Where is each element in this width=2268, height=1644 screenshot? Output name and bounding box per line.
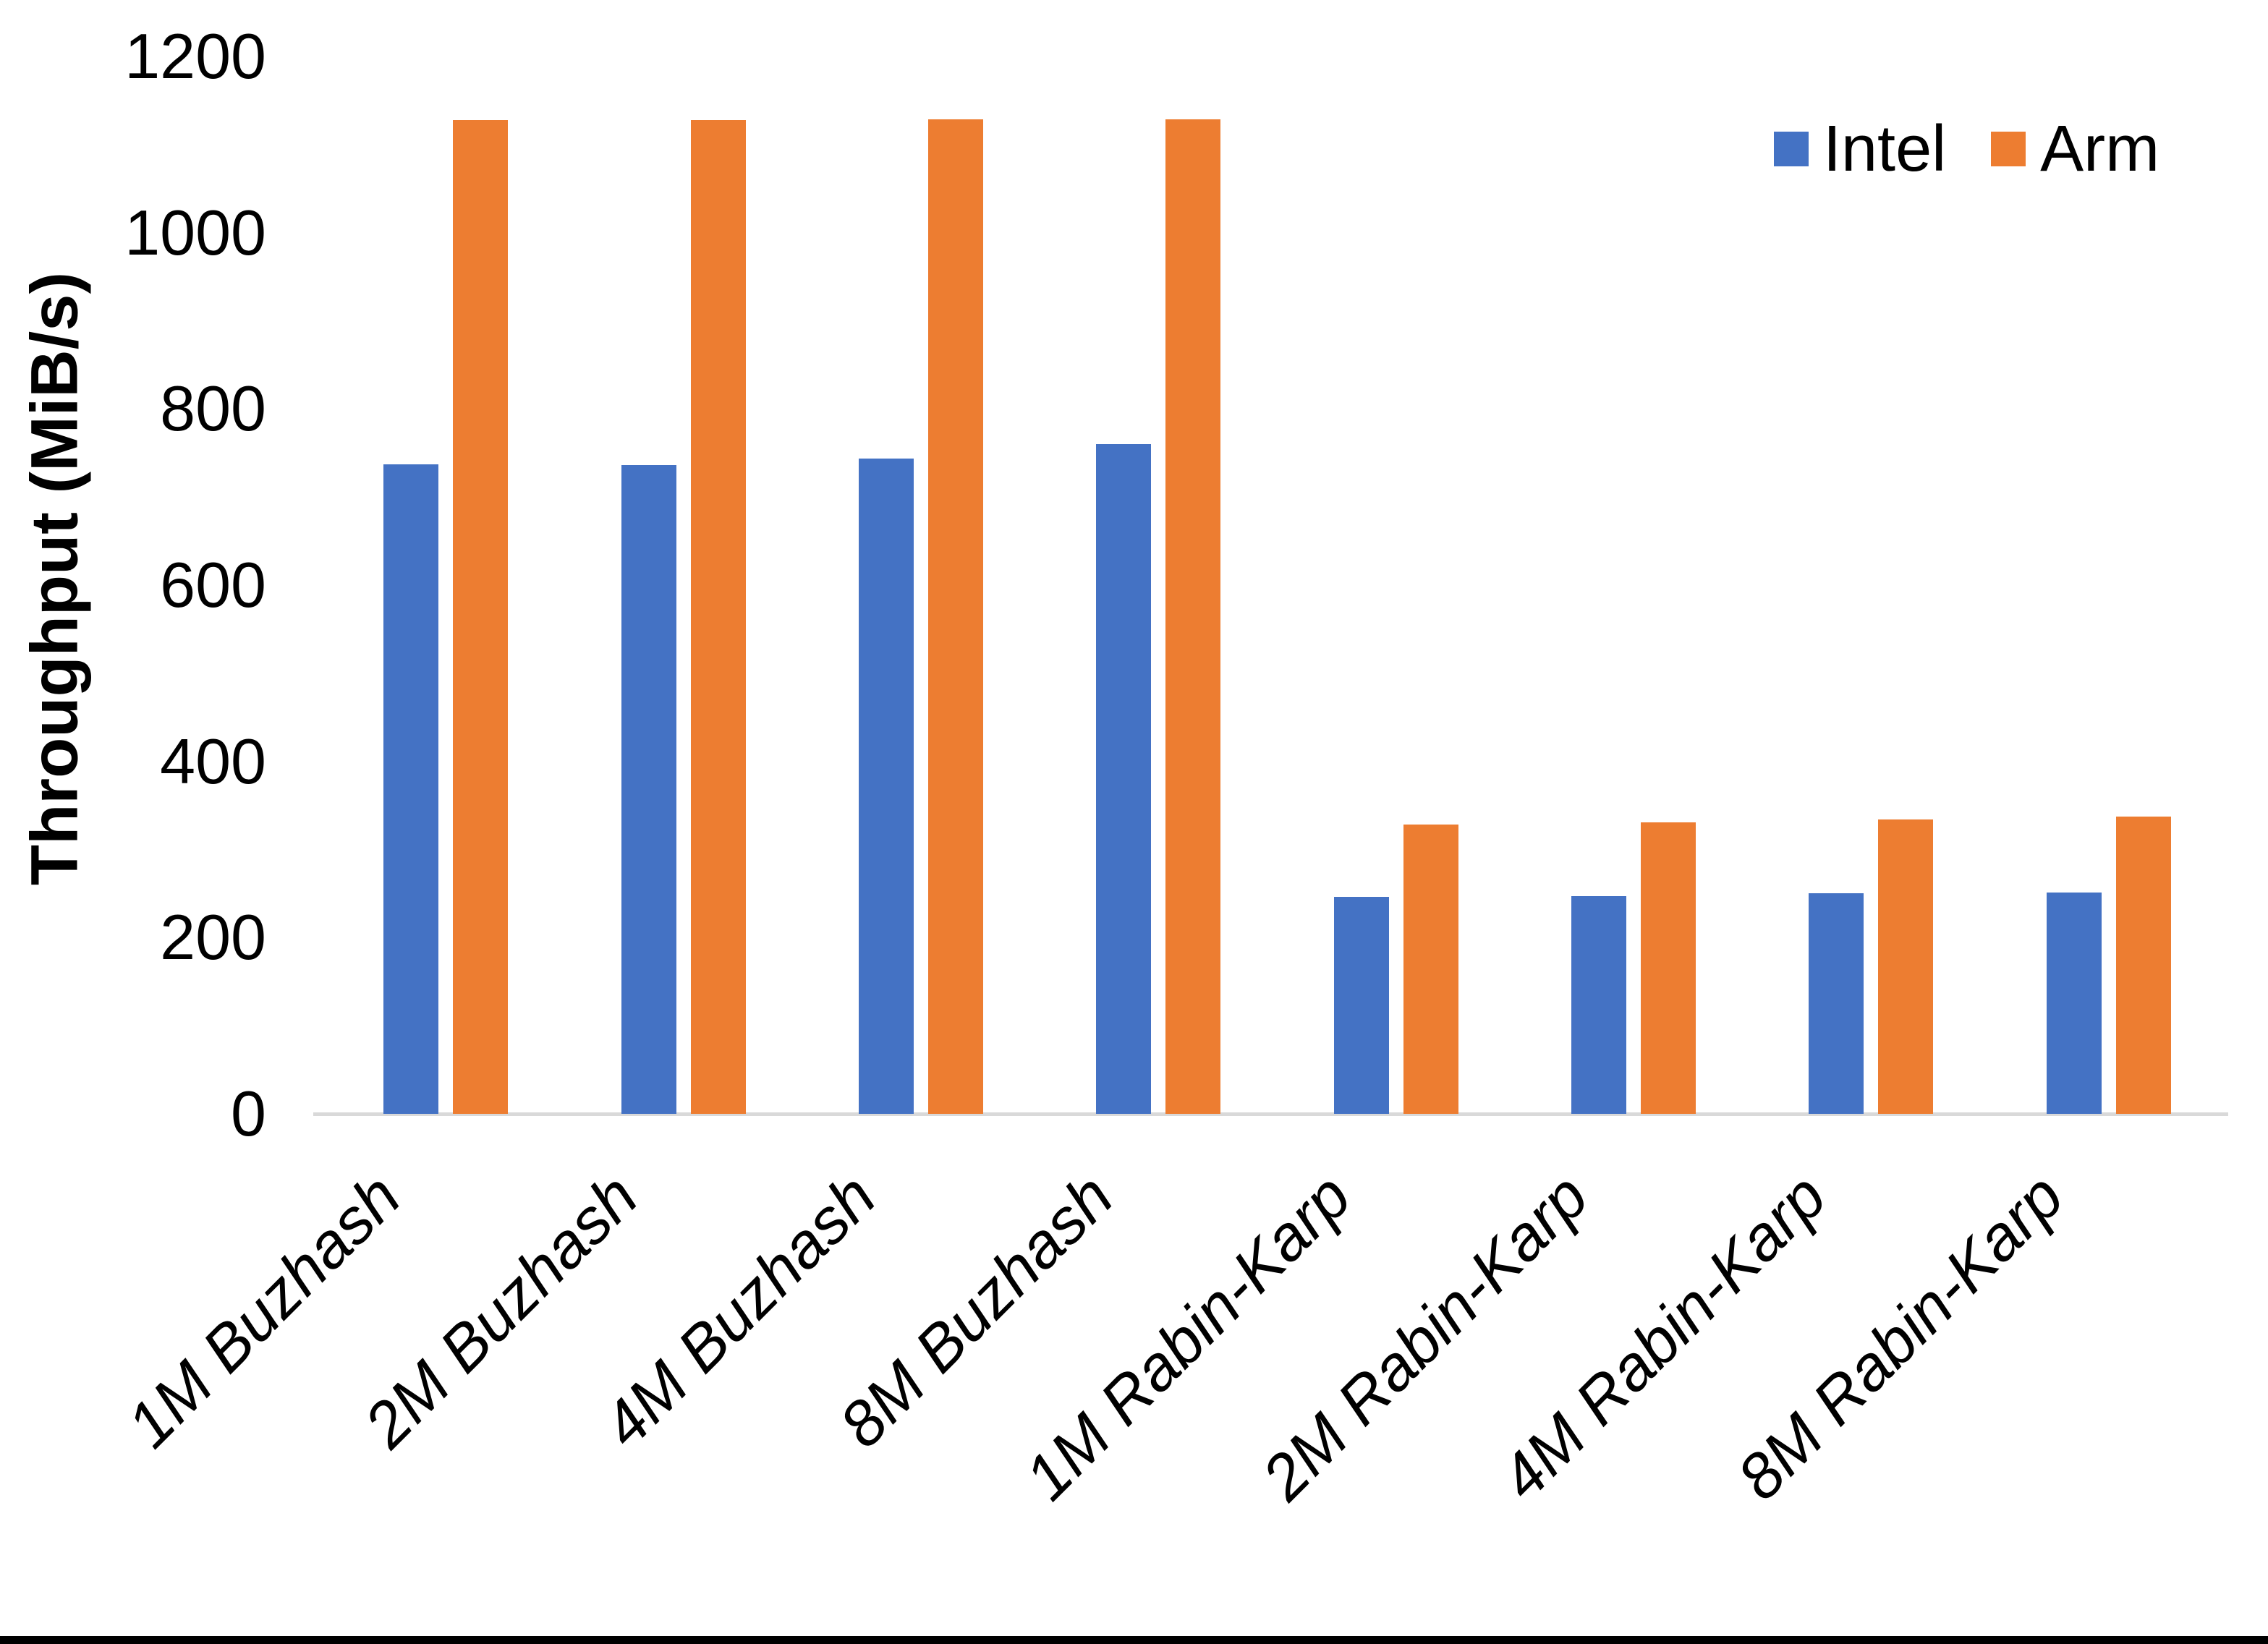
arm-series-swatch-icon (1991, 132, 2026, 166)
legend-item-arm: Arm (1991, 114, 2159, 184)
bar-intel-2m-rabin-karp (1571, 896, 1627, 1114)
bar-arm-8m-rabin-karp (2115, 817, 2171, 1114)
bar-arm-8m-buzhash (1165, 119, 1221, 1114)
figure-bottom-border (0, 1636, 2268, 1644)
bar-intel-1m-rabin-karp (1333, 897, 1389, 1114)
bar-intel-8m-rabin-karp (2046, 893, 2102, 1114)
intel-series-swatch-icon (1774, 132, 1809, 166)
y-tick-label-1000: 1000 (124, 196, 266, 268)
bar-intel-2m-buzhash (621, 465, 676, 1114)
bar-intel-8m-buzhash (1096, 444, 1152, 1114)
chart-legend: Intel Arm (1774, 114, 2159, 184)
y-tick-label-1200: 1200 (124, 20, 266, 92)
bar-intel-4m-buzhash (858, 458, 914, 1114)
legend-item-intel: Intel (1774, 114, 1946, 184)
legend-label-intel: Intel (1823, 113, 1947, 185)
bar-arm-4m-buzhash (927, 119, 983, 1114)
x-axis-baseline (313, 1112, 2228, 1116)
y-tick-label-200: 200 (160, 901, 266, 974)
bar-arm-1m-buzhash (453, 119, 509, 1114)
bar-intel-1m-buzhash (383, 464, 439, 1114)
y-tick-label-600: 600 (160, 549, 266, 621)
bar-arm-4m-rabin-karp (1878, 819, 1934, 1114)
bar-arm-2m-rabin-karp (1641, 822, 1696, 1114)
bar-arm-2m-buzhash (690, 119, 746, 1114)
y-tick-label-0: 0 (231, 1078, 266, 1149)
bar-arm-1m-rabin-karp (1403, 825, 1458, 1114)
legend-label-arm: Arm (2040, 113, 2160, 185)
y-tick-label-800: 800 (160, 372, 266, 445)
y-tick-label-400: 400 (160, 725, 266, 797)
bar-intel-4m-rabin-karp (1809, 893, 1864, 1114)
